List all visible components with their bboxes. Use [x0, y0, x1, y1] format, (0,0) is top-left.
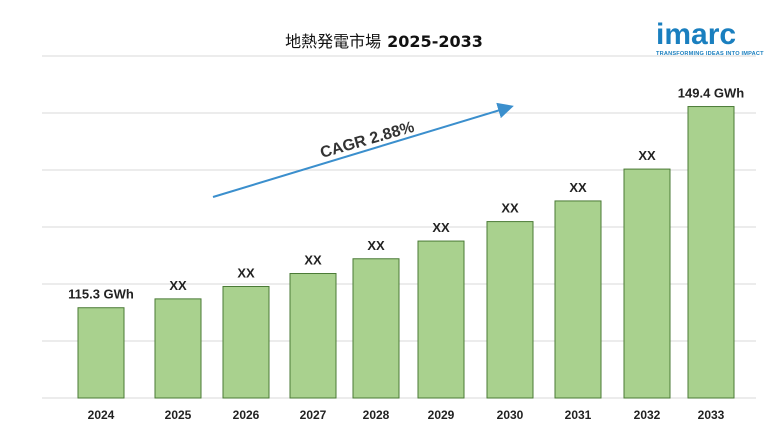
- value-labels: 115.3 GWh XX XX XX XX XX XX XX XX 149.4 GWh: [68, 86, 744, 302]
- bar-2027: [289, 273, 337, 399]
- value-label-2025: XX: [169, 278, 187, 293]
- bar-2032: [623, 168, 671, 399]
- x-axis-ticks: 2024 2025 2026 2027 2028 2029 2030 2031 2032 2033: [88, 408, 725, 422]
- value-label-2033: 149.4 GWh: [678, 86, 745, 101]
- value-label-2024: 115.3 GWh: [68, 287, 134, 302]
- x-tick-2031: 2031: [565, 408, 592, 422]
- bar-2030: [486, 221, 534, 399]
- value-label-2031: XX: [569, 180, 587, 195]
- x-tick-2029: 2029: [428, 408, 455, 422]
- value-label-2027: XX: [304, 253, 322, 268]
- bar-2028: [352, 258, 400, 399]
- cagr-arrow: [212, 102, 514, 198]
- chart-title: 地熱発電市場 2025-2033: [285, 32, 483, 51]
- value-label-2026: XX: [237, 265, 255, 280]
- value-label-2030: XX: [501, 201, 519, 216]
- bar-2026: [222, 285, 270, 399]
- x-tick-2033: 2033: [698, 408, 725, 422]
- value-label-2029: XX: [432, 220, 450, 235]
- x-tick-2027: 2027: [300, 408, 327, 422]
- x-tick-2026: 2026: [233, 408, 260, 422]
- x-tick-2025: 2025: [165, 408, 192, 422]
- logo-word: imarc: [656, 18, 736, 51]
- x-tick-2030: 2030: [497, 408, 524, 422]
- bar-2033: [687, 106, 735, 399]
- bar-2025: [154, 298, 202, 399]
- x-tick-2024: 2024: [88, 408, 115, 422]
- chart-title-main: 地熱発電市場: [285, 32, 381, 51]
- value-label-2032: XX: [638, 148, 656, 163]
- bars: [77, 106, 735, 399]
- x-tick-2028: 2028: [363, 408, 390, 422]
- logo-tagline: TRANSFORMING IDEAS INTO IMPACT: [656, 51, 764, 57]
- x-tick-2032: 2032: [634, 408, 661, 422]
- bar-2024: [77, 307, 125, 399]
- value-label-2028: XX: [367, 238, 385, 253]
- imarc-logo: imarc TRANSFORMING IDEAS INTO IMPACT: [656, 18, 764, 57]
- bar-2031: [554, 200, 602, 399]
- chart-title-years: 2025-2033: [387, 32, 483, 51]
- bar-2029: [417, 240, 465, 399]
